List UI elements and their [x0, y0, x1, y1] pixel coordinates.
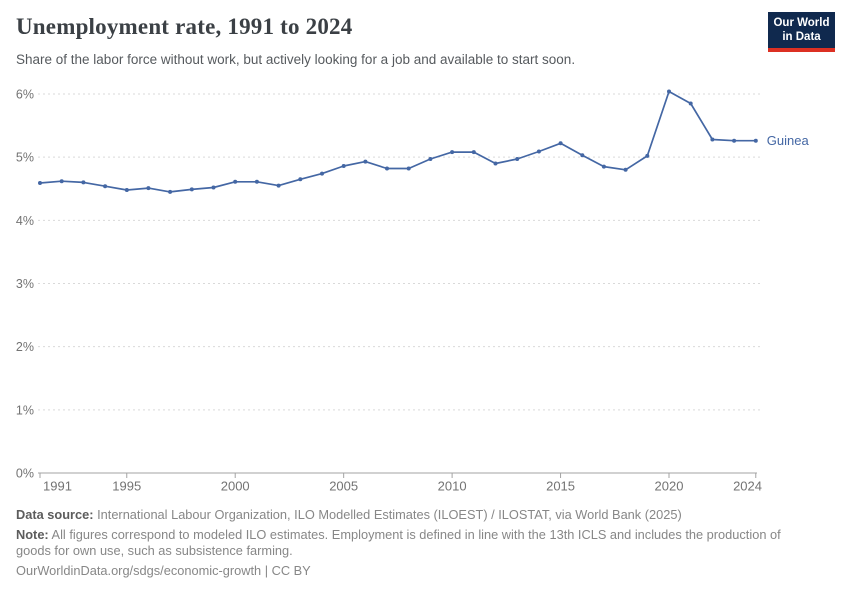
data-source-text: International Labour Organization, ILO M… [93, 507, 682, 522]
note-line: Note: All figures correspond to modeled … [16, 527, 808, 560]
data-point-1998[interactable] [189, 187, 194, 192]
data-point-2006[interactable] [363, 159, 368, 164]
citation-separator: | [261, 562, 272, 578]
data-point-2007[interactable] [385, 166, 389, 171]
data-point-2020[interactable] [667, 89, 671, 94]
data-point-2011[interactable] [471, 150, 476, 155]
series-label-guinea[interactable]: Guinea [767, 133, 810, 148]
data-point-2024[interactable] [753, 138, 758, 143]
data-point-2014[interactable] [536, 149, 541, 154]
data-point-1997[interactable] [168, 189, 173, 194]
data-point-2022[interactable] [710, 137, 715, 142]
x-axis-label-2010: 2010 [438, 479, 467, 494]
data-point-2003[interactable] [298, 177, 303, 182]
citation-line: OurWorldinData.org/sdgs/economic-growth … [16, 563, 808, 580]
owid-url-link[interactable]: OurWorldinData.org/sdgs/economic-growth [16, 562, 262, 578]
x-axis-label-1995: 1995 [112, 479, 141, 494]
x-axis-label-2000: 2000 [221, 479, 250, 494]
owid-logo-line1: Our World [773, 17, 830, 29]
data-point-2004[interactable] [320, 171, 324, 176]
data-point-1999[interactable] [211, 185, 216, 190]
data-point-1994[interactable] [103, 184, 108, 189]
x-axis-label-1991: 1991 [43, 479, 72, 494]
owid-logo[interactable]: Our World in Data [768, 12, 835, 52]
owid-logo-red-bar [768, 48, 835, 52]
data-point-2018[interactable] [623, 167, 628, 172]
line-chart[interactable]: 0% 1% 2% 3% 4% 5% 6% 1991 1995 2000 2005 2010 2015 20… [0, 80, 850, 505]
data-source-label: Data source: [16, 507, 94, 522]
note-label: Note: [16, 526, 49, 542]
y-axis-label-5pct: 5% [16, 151, 34, 165]
owid-logo-text: Our World in Data [768, 12, 835, 48]
data-line-guinea[interactable] [39, 90, 756, 193]
license-label: CC BY [271, 562, 311, 578]
y-axis-label-6pct: 6% [16, 87, 34, 101]
data-point-1993[interactable] [81, 180, 86, 185]
chart-footer: Data source: International Labour Organi… [16, 507, 808, 582]
owid-logo-line2: in Data [782, 30, 821, 43]
data-point-2013[interactable] [515, 157, 520, 161]
y-axis-label-3pct: 3% [16, 277, 34, 291]
x-axis-label-2015: 2015 [546, 479, 575, 494]
y-axis-label-0pct: 0% [16, 467, 34, 481]
chart-subtitle: Share of the labor force without work, b… [16, 52, 576, 67]
data-point-1995[interactable] [124, 188, 129, 192]
x-axis-label-2005: 2005 [329, 479, 358, 494]
data-point-2000[interactable] [233, 179, 238, 184]
y-axis-label-4pct: 4% [16, 214, 34, 228]
data-point-2005[interactable] [341, 164, 346, 168]
data-point-2010[interactable] [450, 150, 455, 155]
data-point-2019[interactable] [645, 153, 650, 158]
data-point-1996[interactable] [146, 186, 151, 191]
data-point-2008[interactable] [406, 166, 411, 171]
data-point-2023[interactable] [732, 138, 737, 143]
data-point-2009[interactable] [428, 157, 433, 161]
data-point-1992[interactable] [59, 179, 64, 184]
data-point-2015[interactable] [558, 141, 563, 146]
data-point-2002[interactable] [276, 183, 281, 188]
data-point-2012[interactable] [493, 161, 498, 166]
x-axis-label-2020: 2020 [655, 479, 684, 494]
y-axis-label-2pct: 2% [16, 340, 34, 354]
note-text: All figures correspond to modeled ILO es… [16, 526, 781, 559]
data-point-1991[interactable] [38, 181, 42, 185]
x-axis-label-2024: 2024 [733, 479, 762, 494]
data-point-2017[interactable] [601, 164, 606, 169]
data-point-2001[interactable] [254, 179, 259, 184]
data-point-2016[interactable] [580, 153, 585, 158]
data-point-2021[interactable] [688, 101, 693, 106]
data-source-line: Data source: International Labour Organi… [16, 507, 808, 524]
y-axis-label-1pct: 1% [16, 403, 34, 417]
chart-title: Unemployment rate, 1991 to 2024 [16, 14, 353, 39]
